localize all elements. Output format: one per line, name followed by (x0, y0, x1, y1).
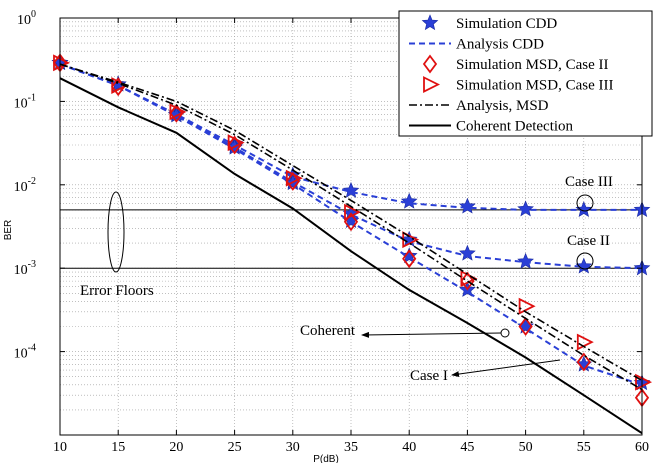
series-layer (51, 53, 653, 435)
x-tick-label: 40 (402, 440, 416, 455)
series-7-point (169, 103, 187, 121)
annotation-layer: Case III Case II Error Floors Coherent C… (80, 174, 613, 384)
x-tick-label: 15 (111, 440, 125, 455)
series-7-point (635, 373, 653, 391)
series-6-point (227, 135, 242, 155)
legend-label: Simulation MSD, Case II (456, 57, 609, 73)
error-floors-label: Error Floors (80, 283, 154, 299)
series-8-line (59, 63, 643, 382)
tick-layer: 10 15 20 25 30 35 40 45 50 55 60 100 10-1 10-2 10-3 10-… (14, 9, 649, 455)
y-tick-label: 10-1 (14, 92, 36, 111)
x-tick-label: 45 (460, 440, 474, 455)
case1-label: Case I (410, 368, 448, 384)
x-axis-label: P(dB) (313, 454, 339, 463)
coherent-arrow (361, 331, 502, 338)
y-tick-label: 100 (17, 9, 36, 28)
coherent-pointer-circle (500, 328, 510, 338)
y-tick-label: 10-4 (14, 343, 36, 362)
x-tick-label: 20 (169, 440, 183, 455)
series-7-point (111, 77, 129, 94)
series-0-point (517, 200, 534, 217)
series-10-line (59, 77, 643, 435)
series-0-point (459, 197, 476, 214)
legend-label: Analysis, MSD (456, 98, 549, 114)
series-7-point (344, 203, 362, 221)
y-axis-label: BER (3, 220, 14, 241)
case2-circle (576, 252, 594, 270)
x-tick-label: 25 (228, 440, 242, 455)
legend-swatch-marker (422, 54, 438, 74)
x-tick-label: 55 (577, 440, 591, 455)
error-floors-ellipse (107, 191, 125, 273)
case2-label: Case II (567, 233, 610, 249)
series-1-point (517, 252, 534, 269)
series-7-point (518, 297, 536, 315)
legend-swatch-marker (423, 76, 441, 93)
series-6-point (285, 171, 300, 191)
legend-label: Simulation MSD, Case III (456, 78, 614, 94)
series-7-point (285, 169, 303, 187)
x-tick-label: 30 (286, 440, 300, 455)
legend-swatch-marker (421, 14, 439, 31)
series-1-point (459, 244, 476, 261)
series-6-point (576, 352, 591, 372)
legend-label: Coherent Detection (456, 119, 574, 135)
coherent-label: Coherent (300, 323, 356, 339)
legend: Simulation CDD Analysis CDD Simulation MSD… (398, 10, 653, 137)
case1-arrow (451, 359, 561, 378)
series-7-point (576, 333, 594, 351)
legend-box (398, 10, 653, 137)
y-tick-label: 10-2 (14, 176, 36, 195)
x-tick-label: 60 (635, 440, 649, 455)
y-tick-label: 10-3 (14, 259, 36, 278)
legend-label: Simulation CDD (456, 16, 557, 32)
series-7-point (53, 54, 71, 72)
x-tick-label: 50 (519, 440, 533, 455)
series-6-point (518, 316, 533, 336)
series-9-line (59, 63, 643, 391)
case3-label: Case III (565, 174, 613, 190)
case3-circle (576, 194, 594, 212)
series-1-point (575, 257, 593, 274)
x-tick-label: 35 (344, 440, 358, 455)
x-tick-label: 10 (53, 440, 67, 455)
series-5-line (59, 63, 643, 386)
series-0-point (400, 192, 418, 209)
legend-label: Analysis CDD (456, 37, 544, 53)
series-7-point (227, 134, 245, 152)
series-6-point (460, 271, 475, 291)
series-6-point (402, 249, 417, 269)
